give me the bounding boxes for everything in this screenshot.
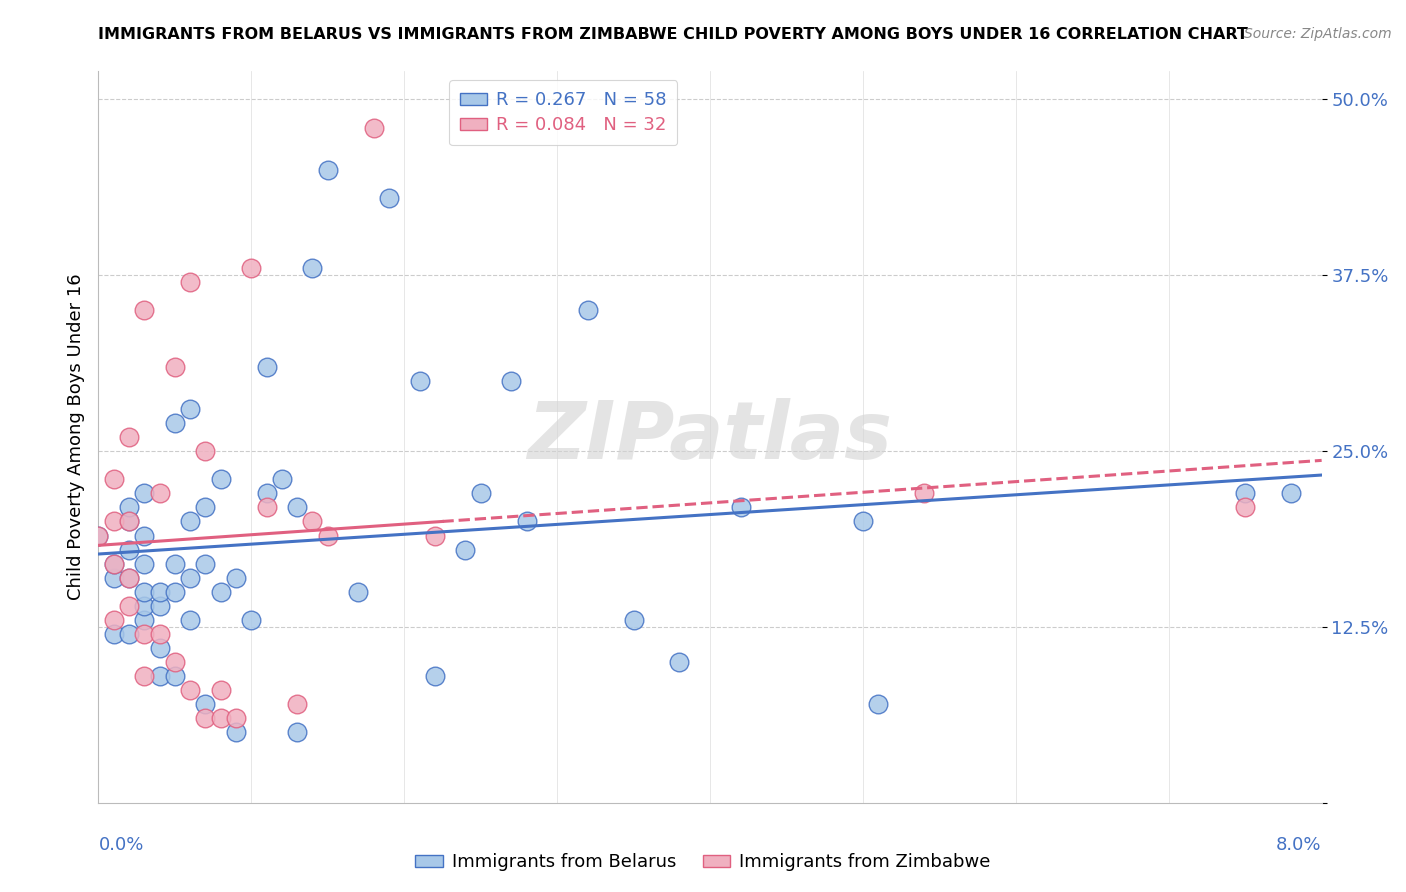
Point [134,613,156,627]
Point [730,500,752,515]
Point [256,359,278,374]
Point [194,557,217,571]
Point [163,655,186,669]
Point [118,627,141,641]
Point [209,711,232,725]
Point [285,725,308,739]
Point [149,627,172,641]
Point [134,584,156,599]
Point [912,486,935,500]
Text: 8.0%: 8.0% [1277,836,1322,854]
Text: Source: ZipAtlas.com: Source: ZipAtlas.com [1244,27,1392,41]
Point [1279,486,1302,500]
Point [163,416,186,430]
Point [134,557,156,571]
Point [501,374,523,388]
Point [103,515,125,529]
Point [852,515,875,529]
Text: 0.0%: 0.0% [98,836,143,854]
Point [163,557,186,571]
Point [179,401,201,416]
Point [103,472,125,486]
Point [225,571,247,585]
Point [179,683,201,698]
Point [423,528,446,542]
Point [194,500,217,515]
Point [1234,486,1257,500]
Point [149,669,172,683]
Point [134,627,156,641]
Point [103,613,125,627]
Point [149,641,172,656]
Point [470,486,492,500]
Point [179,515,201,529]
Point [118,571,141,585]
Point [194,698,217,712]
Point [256,500,278,515]
Point [118,515,141,529]
Point [118,500,141,515]
Point [103,557,125,571]
Point [118,571,141,585]
Point [134,303,156,318]
Point [408,374,430,388]
Point [134,669,156,683]
Point [623,613,645,627]
Point [194,444,217,458]
Point [194,711,217,725]
Point [454,542,477,557]
Point [149,486,172,500]
Point [149,599,172,613]
Point [134,486,156,500]
Point [240,261,263,276]
Point [285,500,308,515]
Point [1234,500,1257,515]
Point [270,472,294,486]
Point [163,669,186,683]
Point [163,584,186,599]
Point [134,599,156,613]
Point [240,613,263,627]
Point [103,627,125,641]
Point [179,571,201,585]
Point [285,698,308,712]
Point [301,515,323,529]
Point [118,599,141,613]
Point [516,515,538,529]
Point [209,683,232,698]
Point [668,655,690,669]
Point [301,261,323,276]
Point [868,698,890,712]
Point [149,584,172,599]
Point [363,120,385,135]
Point [103,571,125,585]
Point [118,515,141,529]
Point [316,162,339,177]
Point [347,584,370,599]
Text: ZIPatlas: ZIPatlas [527,398,893,476]
Point [118,542,141,557]
Point [576,303,599,318]
Point [256,486,278,500]
Point [179,276,201,290]
Point [118,430,141,444]
Point [134,528,156,542]
Point [87,528,110,542]
Point [163,359,186,374]
Point [209,472,232,486]
Point [209,584,232,599]
Point [316,528,339,542]
Point [423,669,446,683]
Legend: Immigrants from Belarus, Immigrants from Zimbabwe: Immigrants from Belarus, Immigrants from… [408,847,998,879]
Legend: R = 0.267   N = 58, R = 0.084   N = 32: R = 0.267 N = 58, R = 0.084 N = 32 [449,80,678,145]
Point [103,557,125,571]
Text: IMMIGRANTS FROM BELARUS VS IMMIGRANTS FROM ZIMBABWE CHILD POVERTY AMONG BOYS UND: IMMIGRANTS FROM BELARUS VS IMMIGRANTS FR… [98,27,1249,42]
Point [87,528,110,542]
Point [225,711,247,725]
Point [225,725,247,739]
Y-axis label: Child Poverty Among Boys Under 16: Child Poverty Among Boys Under 16 [66,274,84,600]
Point [179,613,201,627]
Point [378,191,401,205]
